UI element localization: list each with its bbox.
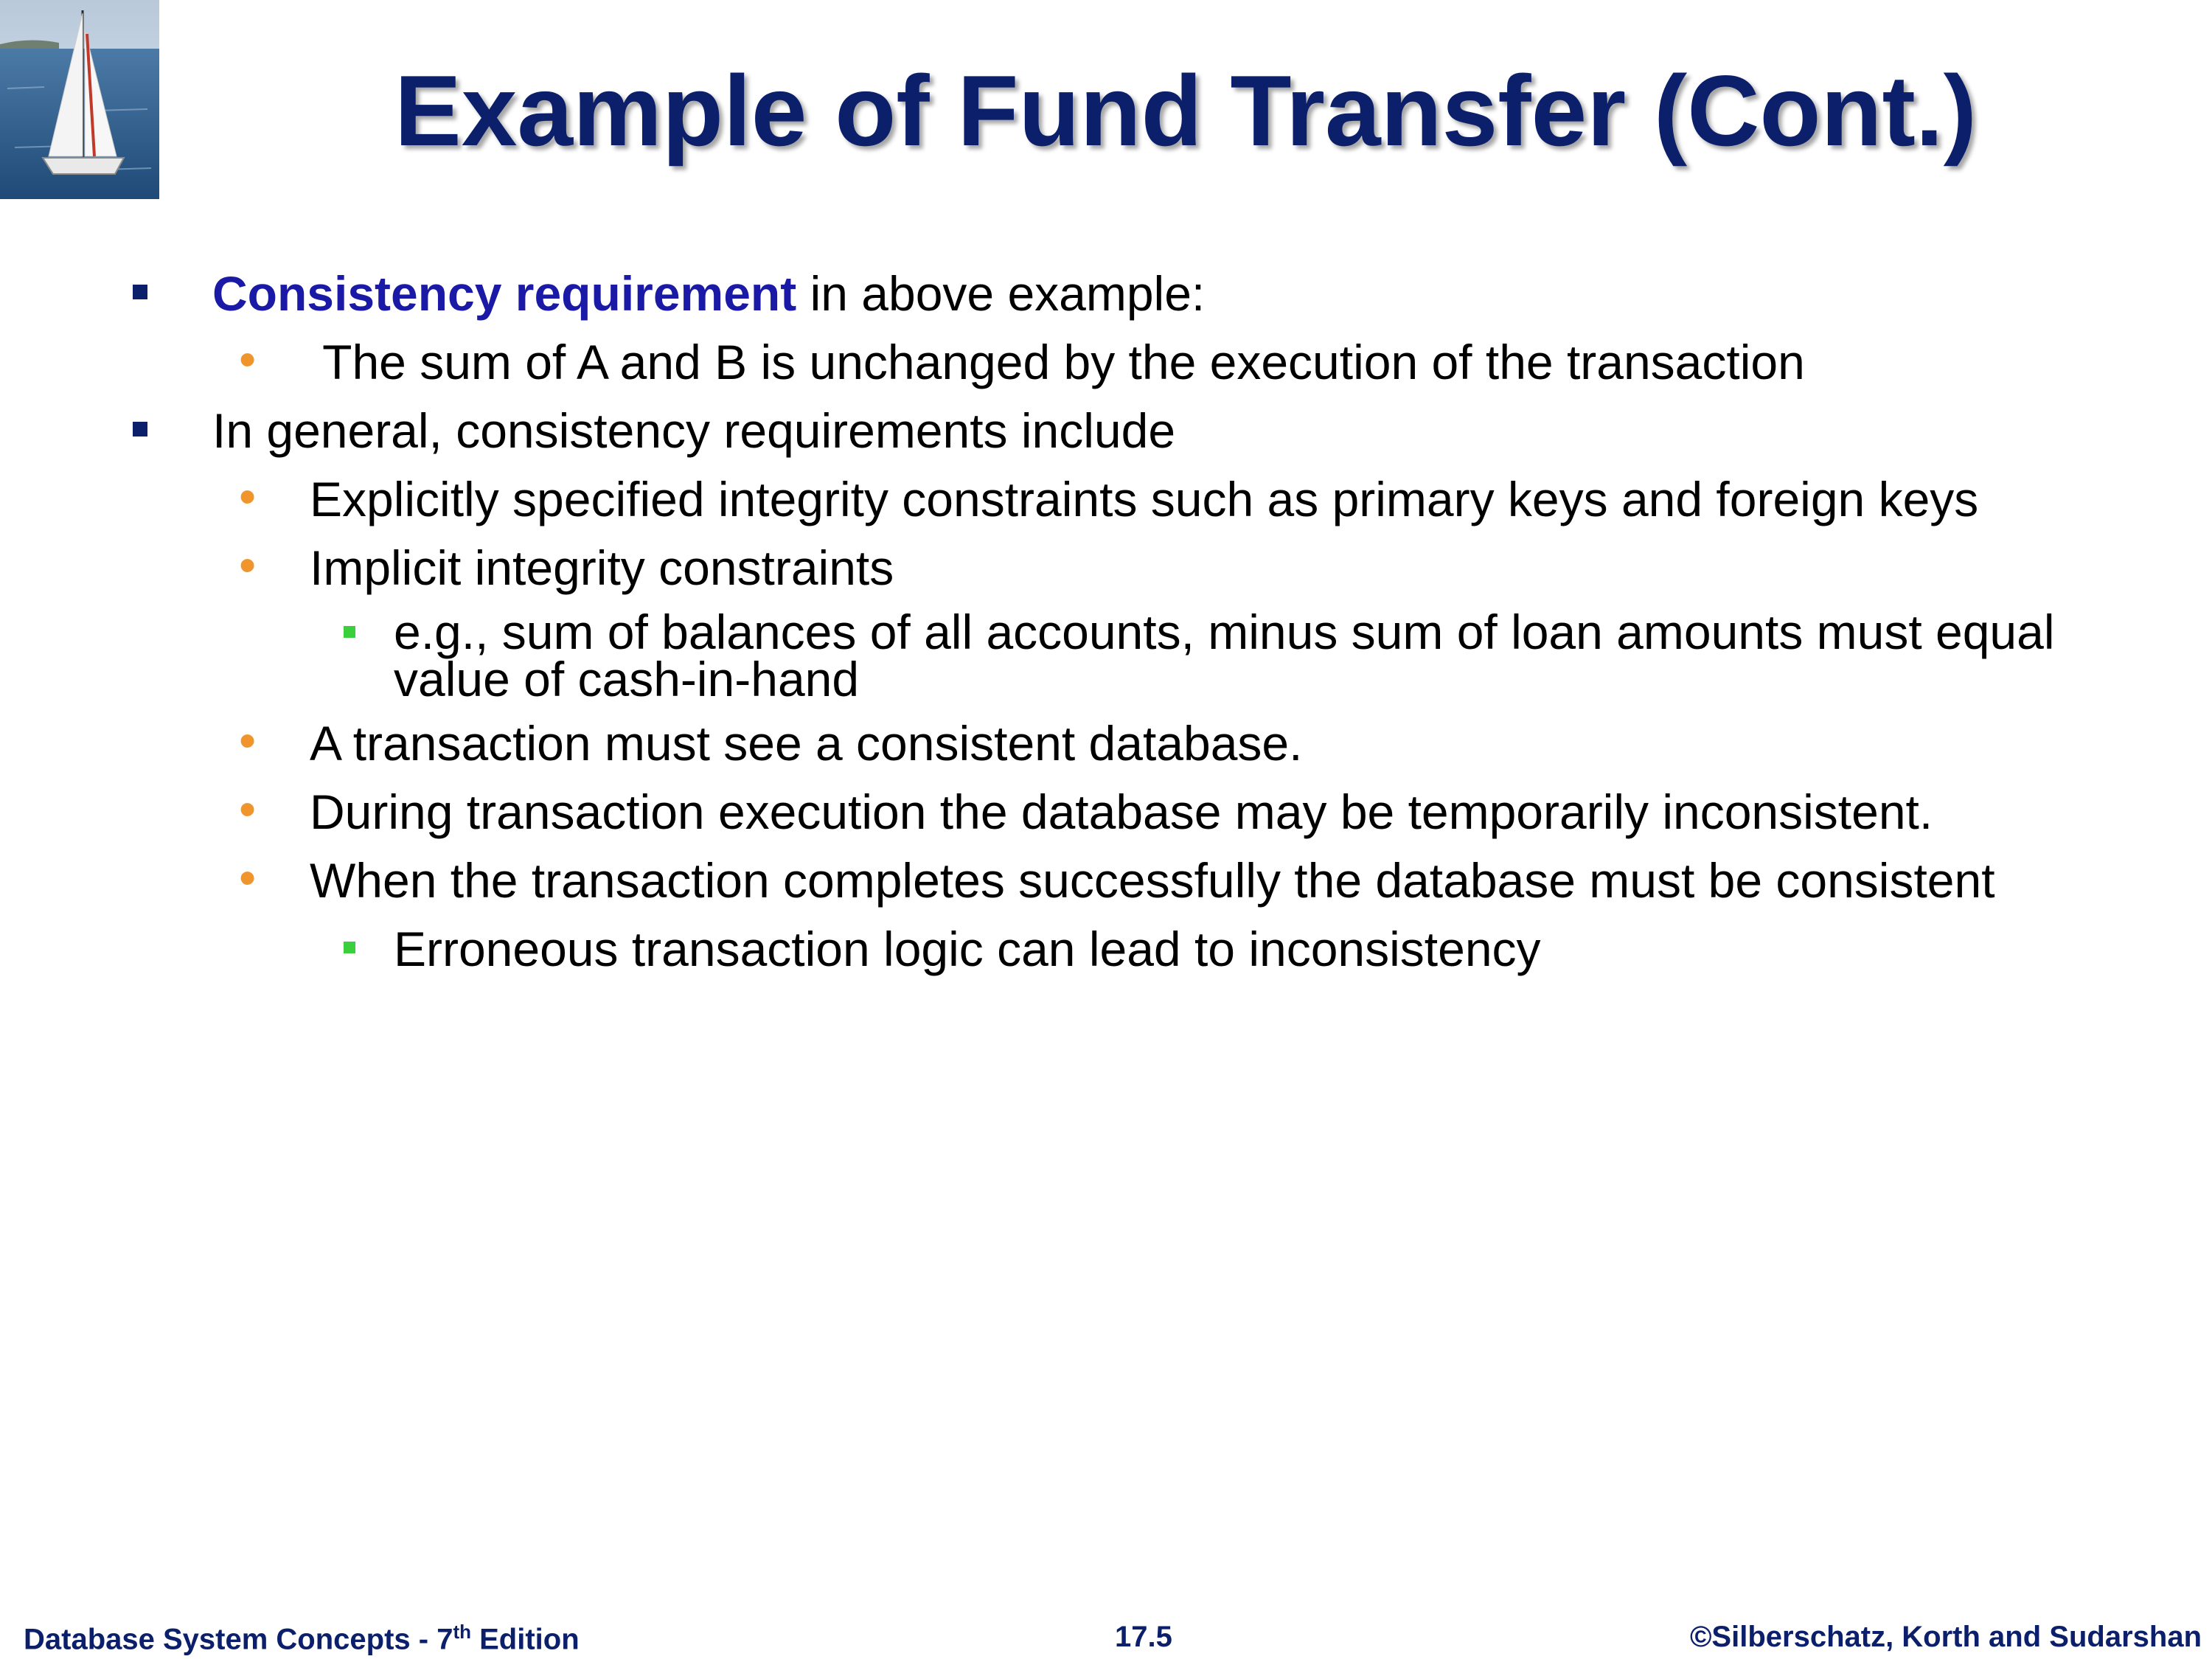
bullet-text: Erroneous transaction logic can lead to … — [394, 922, 1541, 976]
slide-footer: Database System Concepts - 7th Edition 1… — [0, 1615, 2212, 1659]
bullet-item: e.g., sum of balances of all accounts, m… — [0, 608, 2212, 703]
bullet-item: Erroneous transaction logic can lead to … — [0, 921, 2212, 977]
square-bullet-icon — [133, 285, 147, 299]
slide-title: Example of Fund Transfer (Cont.) — [394, 55, 1977, 167]
bullet-item: • The sum of A and B is unchanged by the… — [0, 332, 2212, 390]
footer-book-title: Database System Concepts - 7th Edition — [24, 1621, 580, 1656]
dot-bullet-icon: • — [239, 538, 257, 592]
bullet-text: During transaction execution the databas… — [310, 785, 1933, 839]
bullet-text-line: value of cash-in-hand — [394, 652, 860, 706]
footer-edition-text: Edition — [471, 1623, 580, 1656]
bullet-item: • A transaction must see a consistent da… — [0, 713, 2212, 771]
dot-bullet-icon: • — [239, 332, 257, 386]
bullet-text: When the transaction completes successfu… — [310, 853, 1995, 908]
bullet-item: In general, consistency requirements inc… — [0, 403, 2212, 459]
square-bullet-icon — [344, 626, 355, 638]
bullet-item: • Implicit integrity constraints — [0, 538, 2212, 596]
bullet-text: in above example: — [796, 266, 1206, 321]
bullet-text: The sum of A and B is unchanged by the e… — [310, 335, 1805, 389]
dot-bullet-icon: • — [239, 850, 257, 905]
square-bullet-icon — [344, 942, 355, 953]
bullet-text: In general, consistency requirements inc… — [212, 403, 1176, 458]
bullet-text: A transaction must see a consistent data… — [310, 716, 1303, 771]
bullet-text-line: e.g., sum of balances of all accounts, m… — [394, 605, 2055, 659]
bullet-list: Consistency requirement in above example… — [0, 265, 2212, 977]
bullet-item: • During transaction execution the datab… — [0, 782, 2212, 840]
bullet-item: • Explicitly specified integrity constra… — [0, 469, 2212, 527]
dot-bullet-icon: • — [239, 713, 257, 768]
sailboat-logo-icon — [0, 0, 159, 199]
bullet-item: • When the transaction completes success… — [0, 850, 2212, 908]
bullet-text: Implicit integrity constraints — [310, 540, 894, 595]
footer-copyright: ©Silberschatz, Korth and Sudarshan — [1689, 1621, 2202, 1653]
dot-bullet-icon: • — [239, 782, 257, 836]
footer-superscript: th — [453, 1621, 471, 1643]
emphasis-text: Consistency requirement — [212, 266, 797, 321]
footer-title-text: Database System Concepts - 7 — [24, 1623, 453, 1656]
square-bullet-icon — [133, 422, 147, 437]
dot-bullet-icon: • — [239, 469, 257, 524]
slide-number: 17.5 — [1115, 1621, 1172, 1653]
bullet-text: Explicitly specified integrity constrain… — [310, 472, 1979, 526]
bullet-item: Consistency requirement in above example… — [0, 265, 2212, 321]
